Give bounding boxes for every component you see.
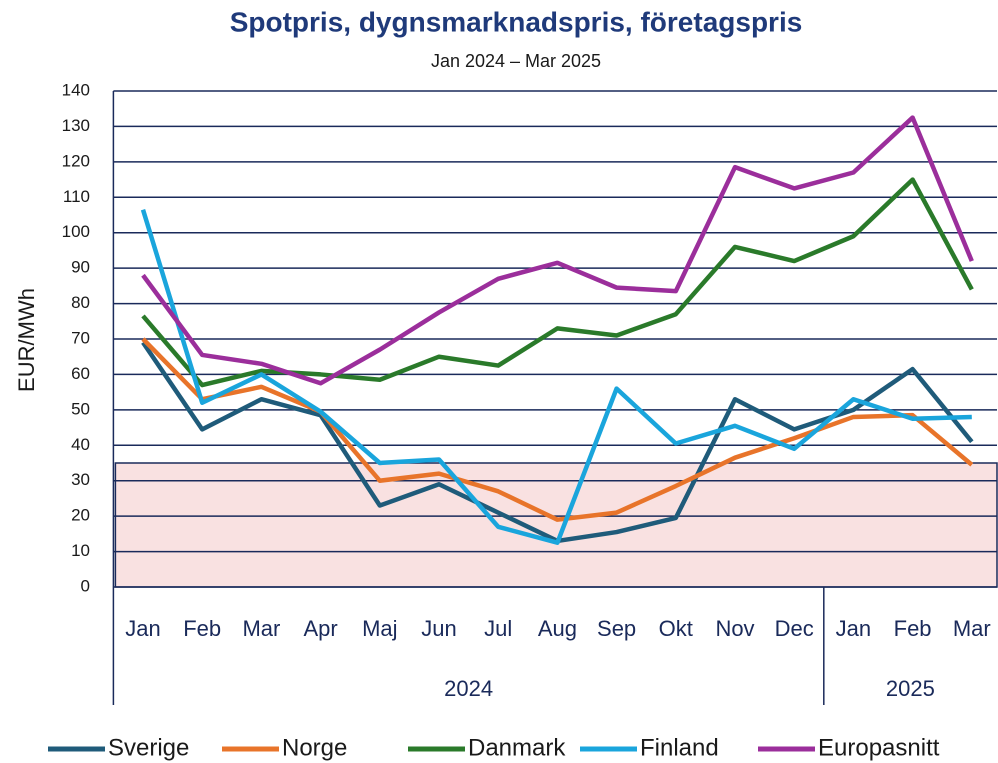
x-group-label: 2024	[444, 676, 493, 701]
chart-title: Spotpris, dygnsmarknadspris, företagspri…	[230, 6, 803, 37]
x-tick-label: Jan	[125, 616, 160, 641]
legend-label: Sverige	[108, 734, 189, 761]
legend-label: Finland	[640, 734, 719, 761]
legend-label: Europasnitt	[818, 734, 940, 761]
y-tick-label: 140	[62, 80, 90, 99]
y-axis-label: EUR/MWh	[14, 288, 39, 392]
series-line	[141, 177, 974, 388]
x-tick-label: Jun	[421, 616, 456, 641]
y-tick-label: 120	[62, 151, 90, 170]
y-tick-label: 40	[71, 435, 90, 454]
x-tick-label: Dec	[775, 616, 814, 641]
x-tick-label: Mar	[953, 616, 991, 641]
chart-subtitle: Jan 2024 – Mar 2025	[431, 51, 601, 71]
x-tick-label: Maj	[362, 616, 397, 641]
x-tick-label: Mar	[242, 616, 280, 641]
series-line	[140, 209, 972, 545]
y-tick-label: 10	[71, 541, 90, 560]
y-tick-label: 70	[71, 328, 90, 347]
y-tick-label: 50	[71, 399, 90, 418]
y-tick-label: 110	[63, 187, 90, 206]
y-tick-label: 90	[71, 258, 90, 277]
x-tick-label: Okt	[659, 616, 693, 641]
x-tick-label: Feb	[894, 616, 932, 641]
y-tick-label: 60	[71, 364, 90, 383]
x-tick-label: Apr	[303, 616, 337, 641]
series-line	[141, 115, 974, 386]
legend-label: Danmark	[468, 734, 566, 761]
legend-label: Norge	[282, 734, 347, 761]
x-tick-label: Nov	[715, 616, 754, 641]
x-tick-label: Jul	[484, 616, 512, 641]
y-tick-label: 20	[71, 506, 90, 525]
x-tick-label: Sep	[597, 616, 636, 641]
series-line	[141, 337, 974, 522]
x-tick-label: Feb	[183, 616, 221, 641]
y-tick-label: 130	[62, 116, 90, 135]
y-tick-label: 80	[71, 293, 90, 312]
threshold-band	[114, 462, 998, 588]
x-group-label: 2025	[886, 676, 935, 701]
y-tick-label: 100	[62, 222, 90, 241]
x-tick-label: Jan	[836, 616, 871, 641]
y-tick-label: 0	[81, 576, 90, 595]
y-tick-label: 30	[71, 470, 90, 489]
x-tick-label: Aug	[538, 616, 577, 641]
